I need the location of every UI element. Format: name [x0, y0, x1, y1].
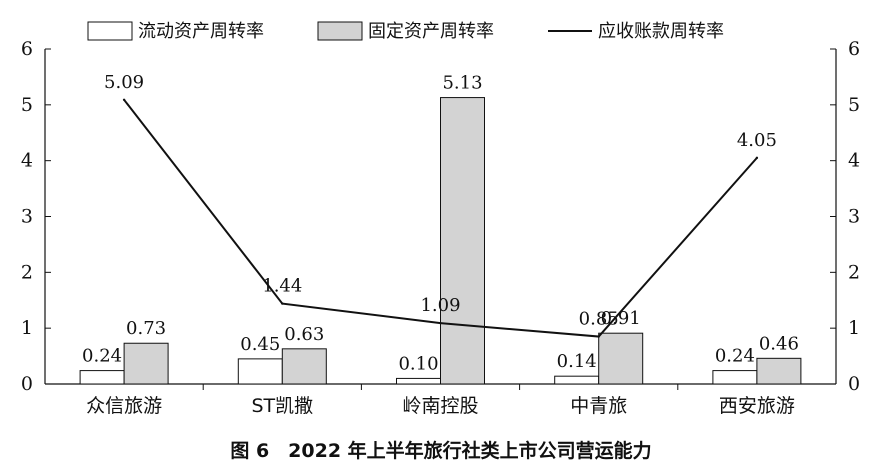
bar-data-label: 0.46 — [759, 333, 799, 354]
line-point — [122, 98, 126, 102]
x-category-label: 众信旅游 — [86, 395, 162, 417]
bar-fixed-asset — [756, 357, 802, 385]
line-data-label: 5.09 — [104, 72, 144, 93]
bar-data-label: 0.24 — [715, 346, 755, 367]
legend-swatch-fixed-asset — [317, 21, 363, 41]
y2-tick-label: 5 — [848, 94, 860, 116]
y2-tick-label: 2 — [848, 261, 860, 283]
bar-data-label: 0.63 — [284, 324, 324, 345]
y-tick-label: 3 — [21, 206, 33, 228]
y-tick-label: 5 — [21, 94, 33, 116]
line-point — [439, 321, 442, 325]
bar-data-label: 0.73 — [126, 318, 166, 339]
x-category-label: 岭南控股 — [402, 395, 478, 417]
y-tick-label: 4 — [21, 150, 33, 172]
y-tick-label: 2 — [21, 261, 33, 283]
bar-current-asset — [712, 370, 758, 385]
line-data-label: 4.05 — [737, 130, 777, 151]
legend-label: 流动资产周转率 — [138, 21, 264, 42]
y2-tick-label: 4 — [848, 150, 860, 172]
bar-data-label: 0.24 — [82, 346, 122, 367]
bar-current-asset — [396, 377, 441, 385]
y-tick-label: 6 — [21, 38, 33, 60]
legend-label: 应收账款周转率 — [598, 21, 724, 42]
bar-fixed-asset — [440, 97, 485, 385]
y2-tick-label: 3 — [848, 206, 860, 228]
x-category-label: 西安旅游 — [719, 395, 795, 417]
bar-current-asset — [554, 375, 600, 385]
bar-current-asset — [237, 358, 283, 385]
bar-fixed-asset — [281, 348, 327, 385]
line-point — [597, 335, 600, 338]
bar-current-asset — [79, 370, 125, 385]
legend-label: 固定资产周转率 — [368, 21, 494, 42]
line-data-label: 1.09 — [420, 295, 460, 316]
y-tick-label: 0 — [21, 373, 33, 395]
bar-fixed-asset — [123, 342, 169, 385]
line-data-label: 1.44 — [262, 276, 302, 297]
y2-tick-label: 1 — [848, 317, 860, 339]
y2-tick-label: 0 — [848, 373, 860, 395]
legend-swatch-current-asset — [87, 21, 133, 41]
x-category-label: ST凯撒 — [251, 395, 313, 417]
bar-fixed-asset — [598, 332, 644, 385]
y2-tick-label: 6 — [848, 38, 860, 60]
bar-data-label: 5.13 — [442, 73, 482, 94]
bar-data-label: 0.45 — [240, 334, 280, 355]
bar-data-label: 0.14 — [557, 351, 597, 372]
line-point — [281, 302, 284, 305]
bar-data-label: 0.10 — [398, 353, 438, 374]
line-point — [755, 156, 759, 160]
y-tick-label: 1 — [21, 317, 33, 339]
line-data-label: 0.85 — [579, 309, 619, 330]
figure-caption: 图 6 2022 年上半年旅行社类上市公司营运能力 — [230, 440, 652, 462]
x-category-label: 中青旅 — [570, 395, 627, 417]
